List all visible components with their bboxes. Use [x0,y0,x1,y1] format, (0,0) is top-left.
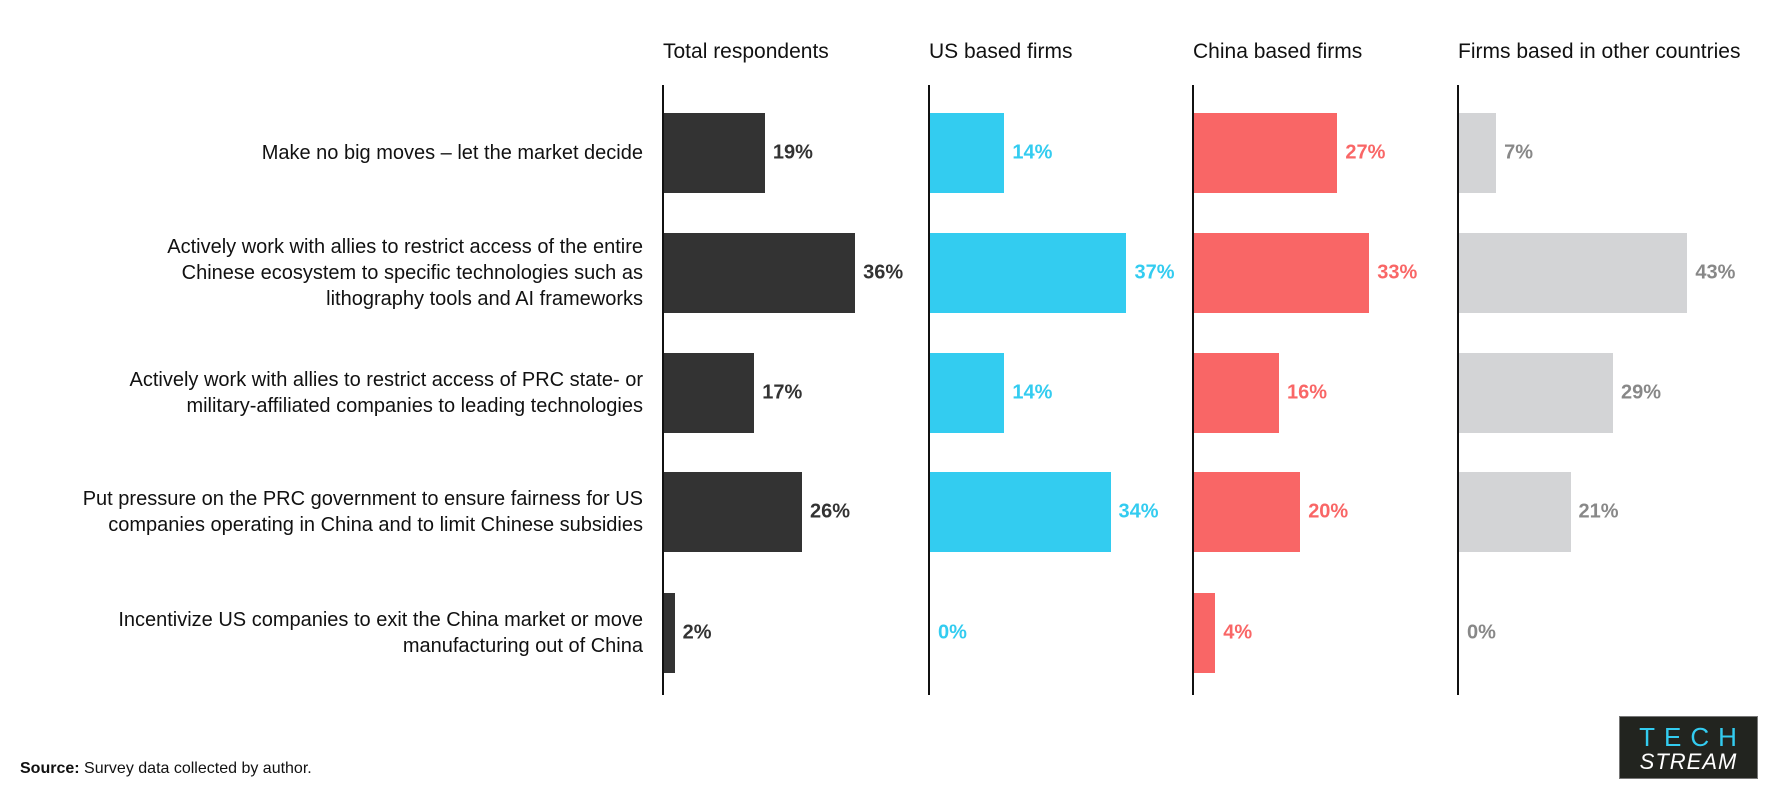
value-label: 27% [1345,141,1386,164]
value-label: 0% [938,621,967,644]
bar [1459,353,1613,433]
category-label-line: companies operating in China and to limi… [108,514,643,536]
series-header: Firms based in other countries [1458,40,1741,63]
category-label-line: Put pressure on the PRC government to en… [82,488,643,510]
value-label: 21% [1578,500,1619,523]
value-label: 14% [1012,141,1053,164]
bar [1194,593,1216,673]
bar [930,113,1005,193]
bar [664,593,675,673]
axis-line [1192,85,1194,695]
bar [1194,472,1301,552]
bar [930,353,1005,433]
value-label: 43% [1695,261,1736,284]
source-text: Survey data collected by author. [79,760,312,777]
bar [930,472,1111,552]
value-label: 7% [1504,141,1534,164]
value-label: 20% [1308,500,1349,523]
category-label-line: Make no big moves – let the market decid… [261,142,643,164]
bar [664,113,765,193]
category-label: Make no big moves – let the market decid… [0,140,643,166]
source-label: Source: [20,760,80,777]
value-label: 4% [1223,621,1253,644]
logo-line1: TECH [1639,722,1746,752]
category-label: Actively work with allies to restrict ac… [0,367,643,419]
category-label-line: Chinese ecosystem to specific technologi… [181,262,643,284]
category-label-line: military-affiliated companies to leading… [186,395,643,417]
series-header: Total respondents [663,40,829,63]
value-label: 16% [1286,381,1327,404]
category-label: Put pressure on the PRC government to en… [0,486,643,538]
logo-line2: STREAM [1639,749,1738,774]
techstream-logo: TECH STREAM [1619,716,1758,779]
bar [1459,472,1571,552]
value-label: 14% [1012,381,1053,404]
bar [1459,233,1688,313]
bar [1194,233,1370,313]
category-label: Actively work with allies to restrict ac… [0,234,643,312]
category-label-line: Actively work with allies to restrict ac… [167,236,643,258]
value-label: 26% [810,500,851,523]
value-label: 19% [772,141,813,164]
category-label-line: lithography tools and AI frameworks [326,288,643,310]
bar [1459,113,1497,193]
bar [1194,353,1279,433]
bar [664,472,803,552]
axis-line [1457,85,1459,695]
bar [930,233,1127,313]
category-label: Incentivize US companies to exit the Chi… [0,607,643,659]
value-label: 0% [1467,621,1496,644]
bar [1194,113,1338,193]
value-label: 34% [1118,500,1159,523]
series-header: China based firms [1193,40,1363,63]
axis-line [928,85,930,695]
value-label: 29% [1620,381,1662,404]
bar [664,353,755,433]
bar [664,233,856,313]
value-label: 33% [1377,261,1418,284]
value-label: 2% [682,621,712,644]
axis-line [662,85,664,695]
source-note: Source: Survey data collected by author. [20,760,312,778]
category-label-line: Actively work with allies to restrict ac… [129,369,643,391]
series-header: US based firms [929,40,1073,63]
value-label: 37% [1134,261,1175,284]
category-label-line: manufacturing out of China [402,635,643,657]
value-label: 17% [762,381,803,404]
category-label-line: Incentivize US companies to exit the Chi… [118,609,643,631]
value-label: 36% [863,261,904,284]
